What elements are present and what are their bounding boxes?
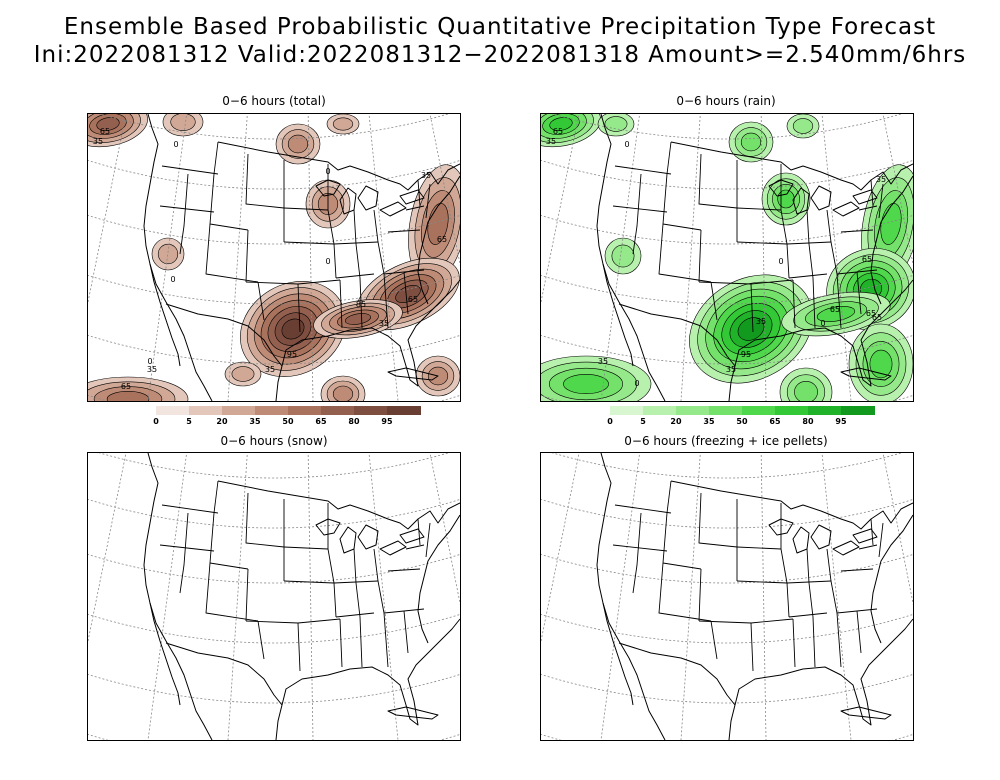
total-colorbar-tick-label: 65 xyxy=(315,417,327,426)
panel-title-rain: 0−6 hours (rain) xyxy=(676,94,776,108)
rain-contour-label: 65 xyxy=(830,305,840,314)
figure-subtitle: Ini:2022081312 Valid:2022081312−20220813… xyxy=(33,42,967,68)
rain-contour-label: 65 xyxy=(553,127,563,136)
rain-contour-label: 65 xyxy=(872,313,882,322)
rain-colorbar-tick-label: 0 xyxy=(607,417,613,426)
basemap xyxy=(143,453,460,740)
colorbar-rain: 0 5 20 35 50 65 80 95 xyxy=(607,406,875,430)
panel-title-snow: 0−6 hours (snow) xyxy=(220,434,328,448)
total-contour-label: 65 xyxy=(121,382,131,391)
rain-colorbar-swatch xyxy=(841,406,875,415)
probability-shading xyxy=(541,114,913,401)
figure-title: Ensemble Based Probabilistic Quantitativ… xyxy=(63,14,937,40)
total-contour-label: 0 xyxy=(147,357,152,366)
rain-contour-label: 0 xyxy=(778,257,783,266)
rain-colorbar-swatch xyxy=(610,406,644,415)
total-contour-label: 65 xyxy=(437,235,447,244)
rain-colorbar-tick-label: 50 xyxy=(736,417,748,426)
total-colorbar-tick-label: 5 xyxy=(186,417,192,426)
rain-contour-label: 35 xyxy=(876,175,886,184)
rain-colorbar-swatch xyxy=(775,406,809,415)
rain-colorbar-swatch xyxy=(676,406,710,415)
total-contour-label: 0 xyxy=(170,275,175,284)
rain-contour-label: 0 xyxy=(624,140,629,149)
rain-contour-label: 95 xyxy=(741,350,751,359)
rain-colorbar-tick-label: 95 xyxy=(835,417,847,426)
total-colorbar-swatch xyxy=(387,406,421,415)
rain-colorbar-tick-label: 35 xyxy=(703,417,715,426)
basemap xyxy=(596,453,913,740)
total-colorbar-tick-label: 80 xyxy=(348,417,360,426)
rain-contour-label: 35 xyxy=(756,317,766,326)
rain-colorbar-swatch xyxy=(808,406,842,415)
total-colorbar-swatch xyxy=(354,406,388,415)
map-panel-freezing xyxy=(540,452,914,741)
panel-title-total: 0−6 hours (total) xyxy=(222,94,326,108)
rain-colorbar-tick-label: 5 xyxy=(640,417,646,426)
total-contour-label: 0 xyxy=(173,140,178,149)
rain-colorbar-swatch xyxy=(742,406,776,415)
rain-contour-label: 65 xyxy=(862,255,872,264)
total-contour-label: 35 xyxy=(379,319,389,328)
basemap xyxy=(143,114,460,401)
rain-colorbar-swatch xyxy=(643,406,677,415)
map-panel-rain: 65 35 0 35 65 65 35 95 35 0 65 65 35 0 0 xyxy=(540,113,914,402)
colorbar-total: 0 5 20 35 50 65 80 95 xyxy=(153,406,421,430)
map-snow xyxy=(88,453,460,740)
total-contour-label: 85 xyxy=(356,300,366,309)
total-contour-label: 65 xyxy=(408,295,418,304)
total-contour-label: 65 xyxy=(100,127,110,136)
total-contour-label: 0 xyxy=(325,257,330,266)
map-freezing xyxy=(541,453,913,740)
rain-contour-label: 65 xyxy=(866,309,876,318)
total-colorbar-tick-label: 35 xyxy=(249,417,261,426)
total-colorbar-tick-label: 50 xyxy=(282,417,294,426)
total-contour-label: 35 xyxy=(265,365,275,374)
total-contour-label: 95 xyxy=(287,350,297,359)
total-colorbar-swatch xyxy=(156,406,190,415)
map-panel-snow xyxy=(87,452,461,741)
rain-colorbar-tick-label: 20 xyxy=(670,417,682,426)
total-contour-label: 35 xyxy=(421,171,431,180)
total-colorbar-swatch xyxy=(321,406,355,415)
graticule xyxy=(88,453,460,740)
rain-colorbar-swatch xyxy=(709,406,743,415)
graticule xyxy=(541,114,913,401)
total-colorbar-tick-label: 20 xyxy=(216,417,228,426)
rain-contour-label: 0 xyxy=(634,379,639,388)
total-colorbar-swatch xyxy=(288,406,322,415)
total-contour-label: 35 xyxy=(147,365,157,374)
rain-contour-label: 0 xyxy=(820,319,825,328)
graticule xyxy=(88,114,460,401)
map-panel-total: 65 35 0 0 35 65 85 65 35 95 35 0 35 65 0 0 xyxy=(87,113,461,402)
basemap xyxy=(596,114,913,401)
total-colorbar-swatch xyxy=(222,406,256,415)
panel-title-freezing: 0−6 hours (freezing + ice pellets) xyxy=(624,434,828,448)
rain-colorbar-tick-label: 65 xyxy=(769,417,781,426)
rain-contour-label: 35 xyxy=(726,365,736,374)
probability-shading xyxy=(88,114,460,401)
total-colorbar-tick-label: 0 xyxy=(153,417,159,426)
total-colorbar-tick-label: 95 xyxy=(381,417,393,426)
rain-colorbar-tick-label: 80 xyxy=(802,417,814,426)
rain-contour-label: 35 xyxy=(598,357,608,366)
total-colorbar-swatch xyxy=(255,406,289,415)
rain-contour-label: 35 xyxy=(546,137,556,146)
total-contour-label: 0 xyxy=(325,167,330,176)
total-colorbar-swatch xyxy=(189,406,223,415)
graticule xyxy=(541,453,913,740)
total-contour-label: 35 xyxy=(93,137,103,146)
